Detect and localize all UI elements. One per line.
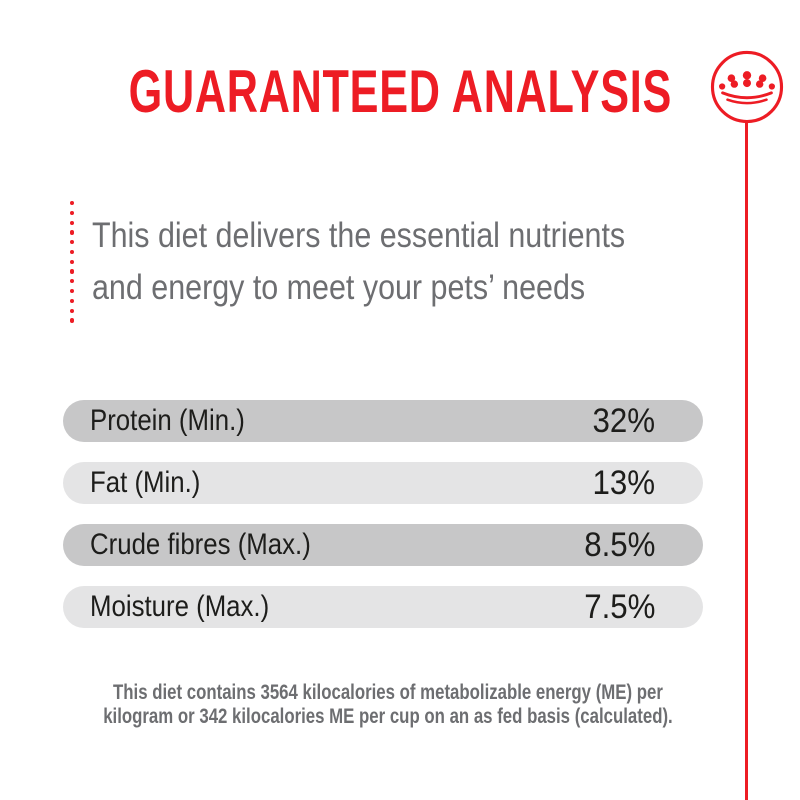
nutrient-value: 32% [592,401,655,440]
nutrient-label: Moisture (Max.) [90,590,270,623]
nutrient-row: Moisture (Max.) 7.5% [63,586,703,628]
accent-dot [70,279,75,284]
accent-dot [70,220,75,225]
accent-dot [70,230,75,235]
accent-dot [70,249,75,255]
page-title-wrap: GUARANTEED ANALYSIS [0,58,800,125]
nutrient-row: Crude fibres (Max.) 8.5% [63,524,703,566]
accent-dot [70,210,75,215]
nutrient-value: 8.5% [583,525,655,564]
accent-dot [70,269,75,274]
page-title: GUARANTEED ANALYSIS [128,58,672,125]
footnote-line-2: kilogram or 342 kilocalories ME per cup … [103,704,673,728]
footnote-wrap: This diet contains 3564 kilocalories of … [0,681,776,728]
accent-dot [70,289,75,294]
nutrient-value: 13% [592,463,655,502]
intro-line-2: and energy to meet your pets’ needs [92,268,586,307]
accent-dot [70,308,75,313]
calorie-footnote: This diet contains 3564 kilocalories of … [103,681,673,728]
footnote-line-1: This diet contains 3564 kilocalories of … [113,681,663,704]
nutrient-label: Fat (Min.) [90,466,201,499]
intro-line-1: This diet delivers the essential nutrien… [92,216,626,255]
accent-dot [70,318,75,323]
accent-dot [70,240,75,245]
accent-dot [70,298,75,303]
nutrient-row: Fat (Min.) 13% [63,462,703,504]
dotted-accent-line [70,201,75,323]
nutrient-value: 7.5% [583,587,655,626]
accent-dot [70,201,75,206]
nutrient-table: Protein (Min.) 32% Fat (Min.) 13% Crude fibr… [63,400,703,648]
royal-canin-crown-icon [710,50,784,124]
accent-dot [70,259,75,264]
intro-paragraph: This diet delivers the essential nutrien… [92,210,625,314]
nutrient-label: Crude fibres (Max.) [90,528,311,561]
nutrient-label: Protein (Min.) [90,404,245,437]
nutrient-row: Protein (Min.) 32% [63,400,703,442]
brand-vertical-line [745,120,749,800]
